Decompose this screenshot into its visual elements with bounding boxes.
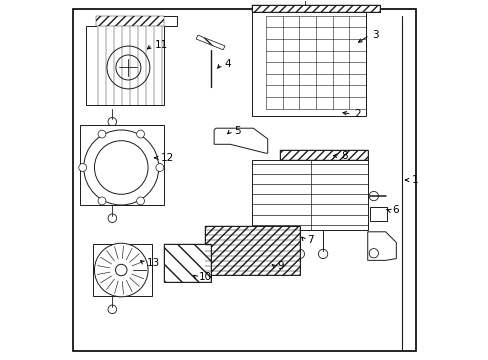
Polygon shape <box>369 207 386 221</box>
Circle shape <box>108 305 116 314</box>
Circle shape <box>368 192 378 201</box>
Circle shape <box>79 163 86 171</box>
Bar <box>205 226 299 275</box>
Text: 1: 1 <box>411 175 417 185</box>
Circle shape <box>107 46 149 89</box>
Circle shape <box>108 117 116 126</box>
Text: 9: 9 <box>277 261 284 271</box>
Text: 8: 8 <box>340 151 347 161</box>
Polygon shape <box>214 128 267 153</box>
Circle shape <box>94 141 148 194</box>
Text: 7: 7 <box>307 235 313 245</box>
Circle shape <box>156 163 163 171</box>
Circle shape <box>94 243 148 297</box>
Text: 2: 2 <box>354 109 361 119</box>
Circle shape <box>136 197 144 205</box>
Bar <box>164 244 210 282</box>
Polygon shape <box>85 16 176 105</box>
Text: 5: 5 <box>233 126 240 136</box>
Text: 10: 10 <box>199 272 212 282</box>
Circle shape <box>98 130 106 138</box>
Bar <box>93 244 151 296</box>
Bar <box>205 226 299 275</box>
Text: 3: 3 <box>372 30 378 40</box>
Circle shape <box>368 249 378 258</box>
Circle shape <box>83 130 159 205</box>
Polygon shape <box>367 232 395 260</box>
Polygon shape <box>96 16 164 26</box>
Circle shape <box>116 55 141 80</box>
Text: 12: 12 <box>161 153 174 163</box>
Circle shape <box>98 197 106 205</box>
Circle shape <box>108 214 116 222</box>
Polygon shape <box>251 5 380 116</box>
Circle shape <box>136 130 144 138</box>
Circle shape <box>115 264 127 276</box>
Polygon shape <box>251 160 367 230</box>
Polygon shape <box>280 150 367 160</box>
Text: 6: 6 <box>391 205 398 215</box>
Circle shape <box>318 249 327 258</box>
Polygon shape <box>80 125 164 205</box>
Text: 13: 13 <box>146 258 160 268</box>
Text: 4: 4 <box>224 59 230 69</box>
Text: 11: 11 <box>155 40 168 50</box>
Polygon shape <box>196 35 224 50</box>
Polygon shape <box>196 35 224 50</box>
Circle shape <box>295 249 304 258</box>
Polygon shape <box>251 5 380 12</box>
Bar <box>164 244 210 282</box>
